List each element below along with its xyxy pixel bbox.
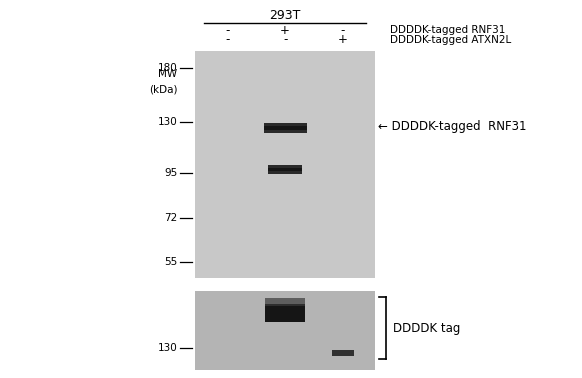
Text: 130: 130: [158, 116, 178, 127]
Bar: [264, 122, 307, 133]
Text: (kDa): (kDa): [149, 85, 178, 94]
Bar: [264, 126, 307, 130]
Bar: [268, 165, 302, 174]
Text: 293T: 293T: [269, 9, 301, 22]
Bar: [265, 304, 305, 322]
Text: ← DDDDK-tagged  RNF31: ← DDDDK-tagged RNF31: [378, 119, 527, 133]
Text: DDDDK-tagged ATXN2L: DDDDK-tagged ATXN2L: [390, 35, 511, 45]
Text: DDDDK-tagged RNF31: DDDDK-tagged RNF31: [390, 25, 505, 35]
Bar: [265, 298, 305, 306]
Text: 95: 95: [164, 168, 178, 178]
Text: -: -: [225, 33, 230, 46]
Bar: [268, 168, 302, 171]
Bar: [332, 350, 354, 356]
Text: DDDDK tag: DDDDK tag: [393, 322, 460, 335]
Text: 130: 130: [158, 343, 178, 353]
Text: -: -: [225, 24, 230, 37]
Text: +: +: [281, 24, 290, 37]
Text: MW: MW: [158, 69, 178, 79]
Text: 180: 180: [158, 63, 178, 73]
Text: 72: 72: [164, 213, 178, 223]
Bar: [195, 51, 375, 278]
Text: 55: 55: [164, 257, 178, 267]
Text: -: -: [283, 33, 288, 46]
Bar: [195, 291, 375, 370]
Text: +: +: [338, 33, 348, 46]
Text: -: -: [340, 24, 345, 37]
